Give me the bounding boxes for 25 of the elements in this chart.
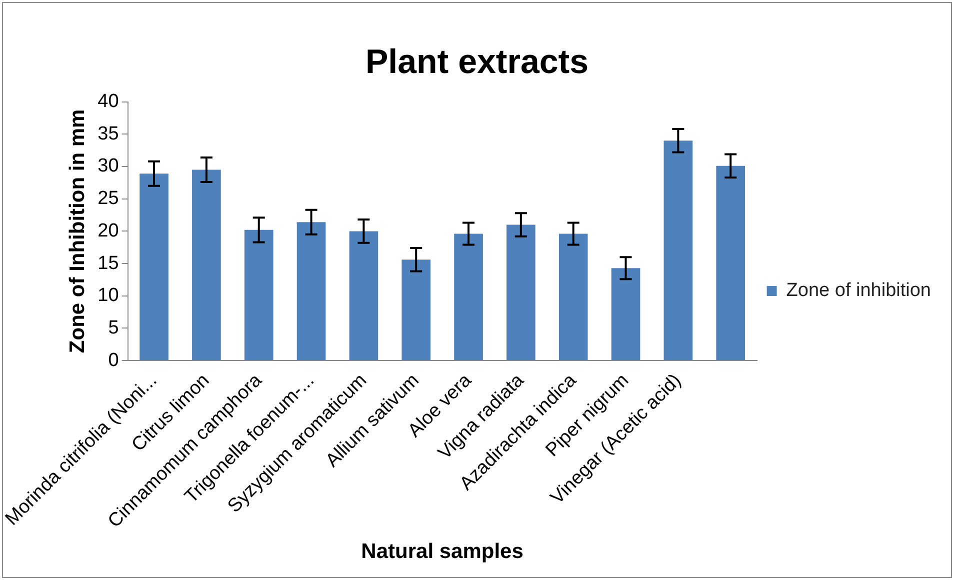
y-tick-label: 0 <box>108 350 119 371</box>
bar <box>611 268 640 360</box>
y-tick-label: 40 <box>98 91 119 112</box>
bar <box>296 222 326 360</box>
chart-title: Plant extracts <box>366 42 588 81</box>
bar <box>244 230 274 360</box>
y-tick-label: 25 <box>98 188 119 210</box>
y-tick-label: 35 <box>98 123 119 144</box>
bar <box>716 166 745 360</box>
y-tick-label: 10 <box>98 285 119 306</box>
y-tick-label: 30 <box>98 156 119 177</box>
bar <box>402 260 431 360</box>
bar <box>349 231 378 360</box>
x-axis-title: Natural samples <box>361 540 524 564</box>
y-tick-label: 5 <box>108 317 119 338</box>
bar <box>506 224 536 360</box>
bar <box>664 140 693 360</box>
bar <box>558 234 588 360</box>
bar <box>192 170 221 360</box>
y-axis-title: Zone of Inhibition in mm <box>66 109 89 354</box>
y-tick-label: 15 <box>98 252 119 274</box>
bar <box>454 234 483 360</box>
legend-label: Zone of inhibition <box>786 280 932 302</box>
y-tick-label: 20 <box>98 220 119 242</box>
bar <box>140 174 168 360</box>
